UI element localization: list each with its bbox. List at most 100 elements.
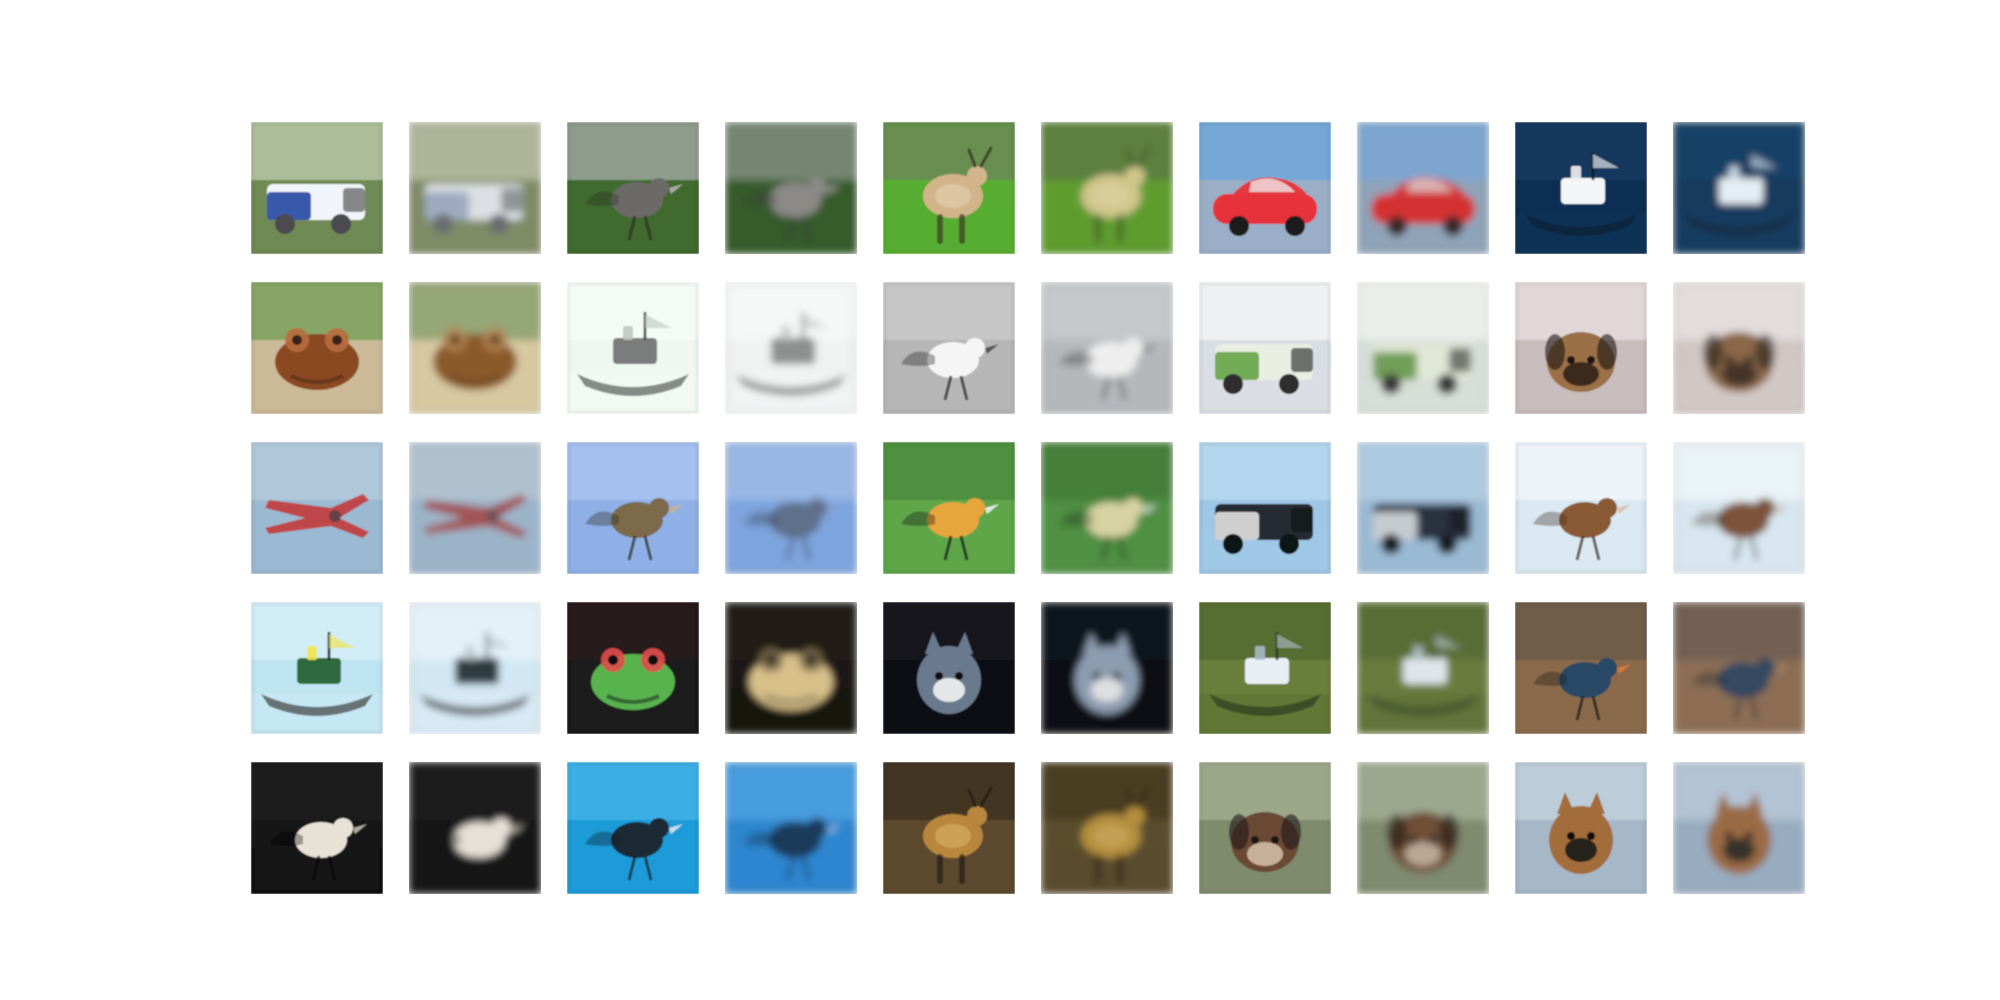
- thumbnail-original-deer: [883, 762, 1015, 894]
- tile-r3-c3: [567, 442, 699, 574]
- tile-r5-c3: [567, 762, 699, 894]
- tile-r4-c9: [1515, 602, 1647, 734]
- thumbnail-original-bird: [567, 122, 699, 254]
- thumbnail-reconstruction-cat: [1041, 602, 1173, 734]
- thumbnail-reconstruction-frog: [409, 282, 541, 414]
- thumbnail-original-cat: [1515, 762, 1647, 894]
- thumbnail-reconstruction-car: [1357, 122, 1489, 254]
- thumbnail-reconstruction-bird: [1673, 442, 1805, 574]
- thumbnail-original-truck: [1199, 442, 1331, 574]
- thumbnail-original-frog: [567, 602, 699, 734]
- thumbnail-original-car: [1199, 122, 1331, 254]
- tile-r4-c7: [1199, 602, 1331, 734]
- thumbnail-original-bird: [567, 762, 699, 894]
- tile-r4-c5: [883, 602, 1015, 734]
- thumbnail-reconstruction-ship: [1673, 122, 1805, 254]
- thumbnail-reconstruction-bird: [1041, 282, 1173, 414]
- thumbnail-original-bird: [1515, 602, 1647, 734]
- tile-r4-c1: [251, 602, 383, 734]
- tile-r2-c8: [1357, 282, 1489, 414]
- thumbnail-original-bird: [567, 442, 699, 574]
- tile-r5-c1: [251, 762, 383, 894]
- tile-r5-c8: [1357, 762, 1489, 894]
- tile-r2-c9: [1515, 282, 1647, 414]
- thumbnail-original-bird: [883, 442, 1015, 574]
- tile-r1-c10: [1673, 122, 1805, 254]
- thumbnail-original-truck: [1199, 282, 1331, 414]
- thumbnail-reconstruction-bird: [725, 122, 857, 254]
- thumbnail-reconstruction-bird: [1041, 442, 1173, 574]
- tile-r2-c7: [1199, 282, 1331, 414]
- tile-r3-c5: [883, 442, 1015, 574]
- tile-r1-c3: [567, 122, 699, 254]
- thumbnail-original-cat: [883, 602, 1015, 734]
- thumbnail-original-bird: [1515, 442, 1647, 574]
- tile-r4-c10: [1673, 602, 1805, 734]
- thumbnail-reconstruction-truck: [409, 122, 541, 254]
- tile-r3-c4: [725, 442, 857, 574]
- tile-r3-c6: [1041, 442, 1173, 574]
- thumbnail-reconstruction-bird: [725, 762, 857, 894]
- thumbnail-original-boat: [1199, 602, 1331, 734]
- thumbnail-reconstruction-dog: [1357, 762, 1489, 894]
- tile-r1-c2: [409, 122, 541, 254]
- tile-r1-c5: [883, 122, 1015, 254]
- thumbnail-reconstruction-ship: [409, 602, 541, 734]
- thumbnail-reconstruction-ship: [725, 282, 857, 414]
- tile-r5-c5: [883, 762, 1015, 894]
- tile-r1-c7: [1199, 122, 1331, 254]
- tile-r2-c3: [567, 282, 699, 414]
- tile-r1-c9: [1515, 122, 1647, 254]
- thumbnail-reconstruction-cat: [1673, 762, 1805, 894]
- thumbnail-reconstruction-truck: [1357, 282, 1489, 414]
- tile-r2-c6: [1041, 282, 1173, 414]
- thumbnail-original-ship: [251, 602, 383, 734]
- tile-r2-c4: [725, 282, 857, 414]
- tile-r1-c8: [1357, 122, 1489, 254]
- tile-r4-c4: [725, 602, 857, 734]
- tile-r4-c3: [567, 602, 699, 734]
- tile-r2-c2: [409, 282, 541, 414]
- thumbnail-reconstruction-bird: [725, 442, 857, 574]
- thumbnail-original-deer: [883, 122, 1015, 254]
- tile-r5-c9: [1515, 762, 1647, 894]
- thumbnail-reconstruction-airplane: [409, 442, 541, 574]
- thumbnail-reconstruction-dog: [1673, 282, 1805, 414]
- thumbnail-original-dog: [1199, 762, 1331, 894]
- tile-r3-c7: [1199, 442, 1331, 574]
- tile-r5-c2: [409, 762, 541, 894]
- thumbnail-original-airplane: [251, 442, 383, 574]
- thumbnail-reconstruction-boat: [1357, 602, 1489, 734]
- thumbnail-original-frog: [251, 282, 383, 414]
- tile-r2-c10: [1673, 282, 1805, 414]
- thumbnail-reconstruction-deer: [1041, 762, 1173, 894]
- tile-r3-c9: [1515, 442, 1647, 574]
- tile-r5-c10: [1673, 762, 1805, 894]
- thumbnail-reconstruction-bird: [1673, 602, 1805, 734]
- tile-r4-c2: [409, 602, 541, 734]
- tile-r3-c10: [1673, 442, 1805, 574]
- tile-r2-c5: [883, 282, 1015, 414]
- thumbnail-reconstruction-deer: [1041, 122, 1173, 254]
- tile-r1-c4: [725, 122, 857, 254]
- thumbnail-original-ship: [567, 282, 699, 414]
- thumbnail-original-dog: [1515, 282, 1647, 414]
- tile-r3-c8: [1357, 442, 1489, 574]
- thumbnail-original-truck: [251, 122, 383, 254]
- thumbnail-original-ship: [1515, 122, 1647, 254]
- tile-r5-c7: [1199, 762, 1331, 894]
- tile-r1-c1: [251, 122, 383, 254]
- thumbnail-original-bird: [883, 282, 1015, 414]
- thumbnail-reconstruction-truck: [1357, 442, 1489, 574]
- tile-r3-c2: [409, 442, 541, 574]
- tile-r1-c6: [1041, 122, 1173, 254]
- thumbnail-reconstruction-frog: [725, 602, 857, 734]
- tile-r5-c4: [725, 762, 857, 894]
- tile-r5-c6: [1041, 762, 1173, 894]
- tile-r4-c6: [1041, 602, 1173, 734]
- tile-r3-c1: [251, 442, 383, 574]
- tile-r4-c8: [1357, 602, 1489, 734]
- thumbnail-original-bird: [251, 762, 383, 894]
- tile-r2-c1: [251, 282, 383, 414]
